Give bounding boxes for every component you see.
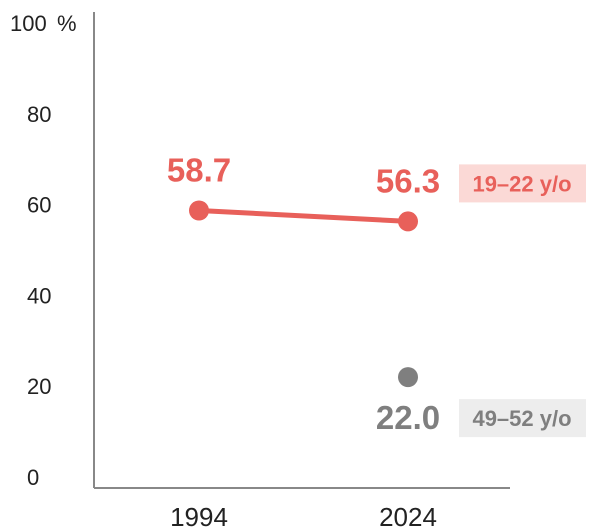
data-label: 58.7 — [167, 152, 231, 189]
series-tag-bg — [459, 164, 586, 203]
y-tick-label: 40 — [27, 283, 51, 308]
y-tick-label: 60 — [27, 193, 51, 218]
x-axis-ticks: 1994 2024 — [170, 502, 437, 530]
x-tick-label: 1994 — [170, 502, 228, 530]
data-label: 22.0 — [376, 399, 440, 436]
data-point — [398, 367, 418, 388]
data-point — [189, 200, 209, 221]
series-name-label: 19–22 y/o — [472, 171, 571, 196]
chart-axes — [93, 12, 510, 489]
data-point — [398, 211, 418, 232]
data-label: 56.3 — [376, 162, 440, 199]
y-tick-label: 80 — [27, 102, 51, 127]
series-name-label: 49–52 y/o — [472, 406, 571, 431]
y-unit-label: % — [57, 11, 77, 36]
y-tick-label: 0 — [27, 465, 39, 490]
series-layer: 58.7 56.3 19–22 y/o 22.0 49–52 y/o — [167, 152, 586, 438]
series-line — [196, 208, 411, 224]
x-tick-label: 2024 — [379, 502, 437, 530]
y-axis-ticks: 0 20 40 60 80 100% — [10, 11, 77, 490]
y-tick-label: 20 — [27, 374, 51, 399]
y-tick-label: 100 — [10, 11, 47, 36]
series-tag-bg — [459, 399, 586, 438]
